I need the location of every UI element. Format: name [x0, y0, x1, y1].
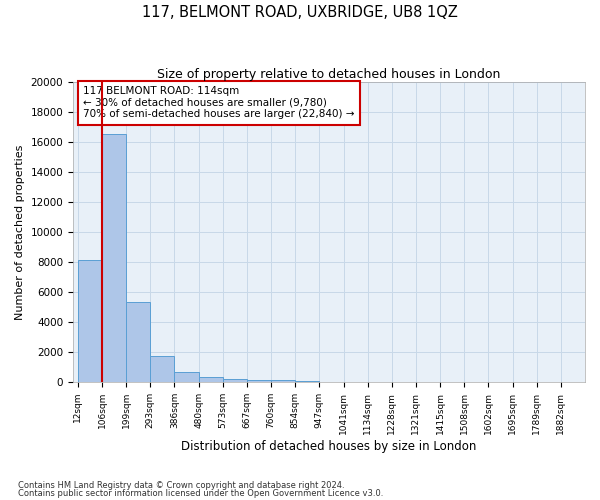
X-axis label: Distribution of detached houses by size in London: Distribution of detached houses by size … [181, 440, 477, 452]
Bar [126, 302, 151, 382]
Y-axis label: Number of detached properties: Number of detached properties [15, 144, 25, 320]
Bar [199, 377, 223, 382]
Text: Contains HM Land Registry data © Crown copyright and database right 2024.: Contains HM Land Registry data © Crown c… [18, 480, 344, 490]
Bar [271, 380, 295, 382]
Text: Contains public sector information licensed under the Open Government Licence v3: Contains public sector information licen… [18, 490, 383, 498]
Title: Size of property relative to detached houses in London: Size of property relative to detached ho… [157, 68, 501, 80]
Bar [247, 380, 271, 382]
Text: 117 BELMONT ROAD: 114sqm
← 30% of detached houses are smaller (9,780)
70% of sem: 117 BELMONT ROAD: 114sqm ← 30% of detach… [83, 86, 355, 120]
Bar [151, 356, 175, 382]
Bar [223, 379, 247, 382]
Bar [78, 260, 102, 382]
Bar [295, 380, 319, 382]
Text: 117, BELMONT ROAD, UXBRIDGE, UB8 1QZ: 117, BELMONT ROAD, UXBRIDGE, UB8 1QZ [142, 5, 458, 20]
Bar [175, 372, 199, 382]
Bar [102, 134, 126, 382]
